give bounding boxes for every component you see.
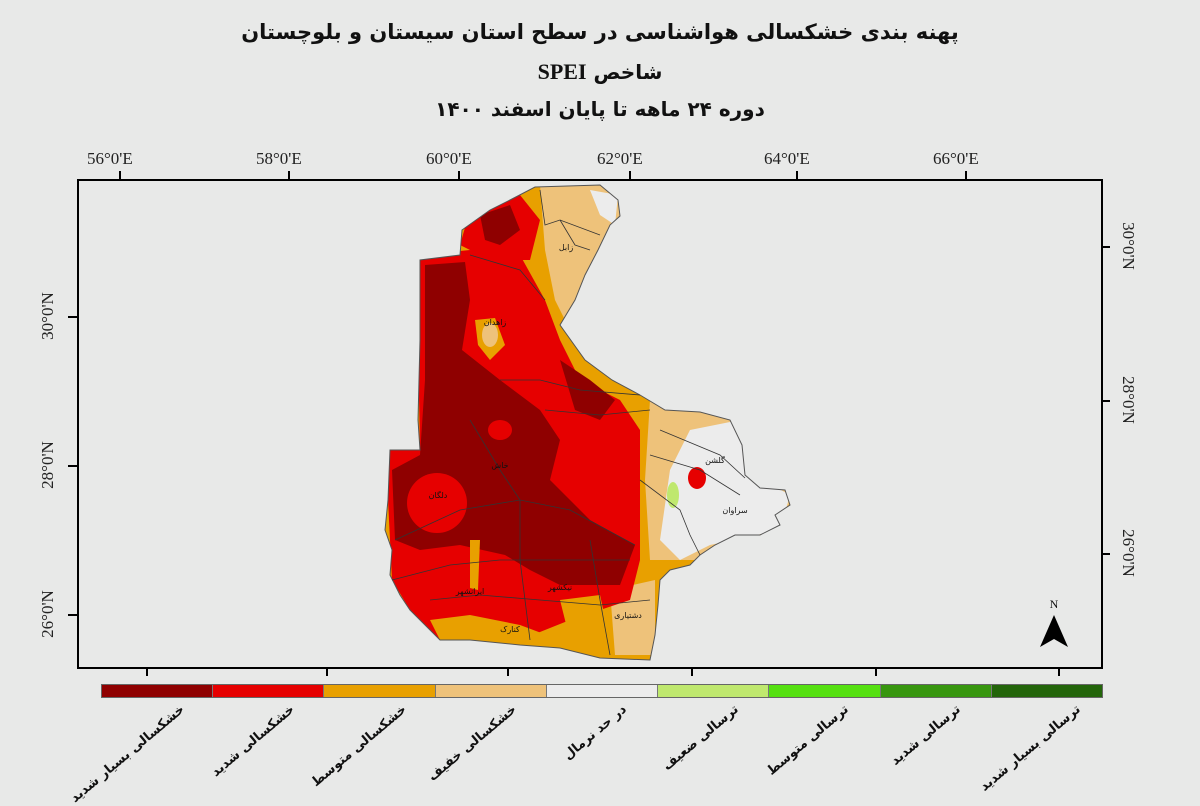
county-label: گلشن	[705, 455, 725, 465]
north-arrow: N	[1037, 597, 1071, 653]
period-subtitle: دوره ۲۴ ماهه تا پایان اسفند ۱۴۰۰	[435, 97, 765, 121]
county-label: زابل	[559, 243, 574, 252]
tick	[146, 667, 148, 676]
legend-swatch-mild-drought	[435, 685, 547, 697]
tick	[119, 171, 121, 180]
lat-label: 28°0'N	[1119, 376, 1138, 424]
legend-bar	[101, 684, 1103, 698]
tick	[629, 171, 631, 180]
legend-swatch-very-severe-drought	[102, 685, 214, 697]
lon-label: 56°0'E	[87, 149, 133, 168]
north-label: N	[1049, 597, 1059, 611]
legend-swatch-very-severe-wet	[991, 685, 1102, 697]
county-label: ایرانشهر	[455, 587, 485, 596]
index-name: SPEI	[537, 59, 587, 84]
county-label: سراوان	[722, 506, 748, 515]
tick	[326, 667, 328, 676]
legend-swatch-normal	[546, 685, 659, 697]
lon-label: 58°0'E	[256, 149, 302, 168]
legend-swatch-severe-wet	[880, 685, 992, 697]
tick	[965, 171, 967, 180]
lon-label: 62°0'E	[597, 149, 643, 168]
tick	[796, 171, 798, 180]
map-title: پهنه بندی خشکسالی هواشناسی در سطح استان …	[241, 20, 959, 44]
lat-label: 26°0'N	[38, 590, 57, 638]
lat-label: 30°0'N	[1119, 222, 1138, 270]
tick	[691, 667, 693, 676]
tick	[1101, 400, 1110, 402]
index-subtitle: شاخص SPEI	[0, 59, 1200, 85]
county-label: دشتیاری	[614, 611, 642, 620]
tick	[68, 614, 77, 616]
legend-swatch-moderate-wet	[769, 685, 881, 697]
tick	[68, 465, 77, 467]
map-frame	[77, 179, 1103, 669]
county-label: خاش	[491, 461, 508, 470]
tick	[875, 667, 877, 676]
legend-swatch-moderate-drought	[324, 685, 436, 697]
lat-label: 30°0'N	[38, 292, 57, 340]
lon-label: 60°0'E	[426, 149, 472, 168]
tick	[288, 171, 290, 180]
county-label: کنارک	[500, 625, 520, 634]
lat-label: 26°0'N	[1119, 529, 1138, 577]
tick	[1101, 553, 1110, 555]
tick	[1101, 246, 1110, 248]
tick	[1058, 667, 1060, 676]
legend-swatch-severe-drought	[213, 685, 325, 697]
index-prefix: شاخص	[593, 60, 663, 84]
lon-label: 64°0'E	[764, 149, 810, 168]
county-label: نیکشهر	[547, 583, 572, 592]
legend-swatch-mild-wet	[658, 685, 770, 697]
county-label: دلگان	[429, 490, 448, 500]
lat-label: 28°0'N	[38, 441, 57, 489]
lon-label: 66°0'E	[933, 149, 979, 168]
tick	[68, 316, 77, 318]
tick	[507, 667, 509, 676]
county-label: زاهدان	[484, 318, 507, 327]
county-boundaries	[391, 189, 746, 656]
north-arrow-icon	[1040, 615, 1068, 647]
tick	[458, 171, 460, 180]
